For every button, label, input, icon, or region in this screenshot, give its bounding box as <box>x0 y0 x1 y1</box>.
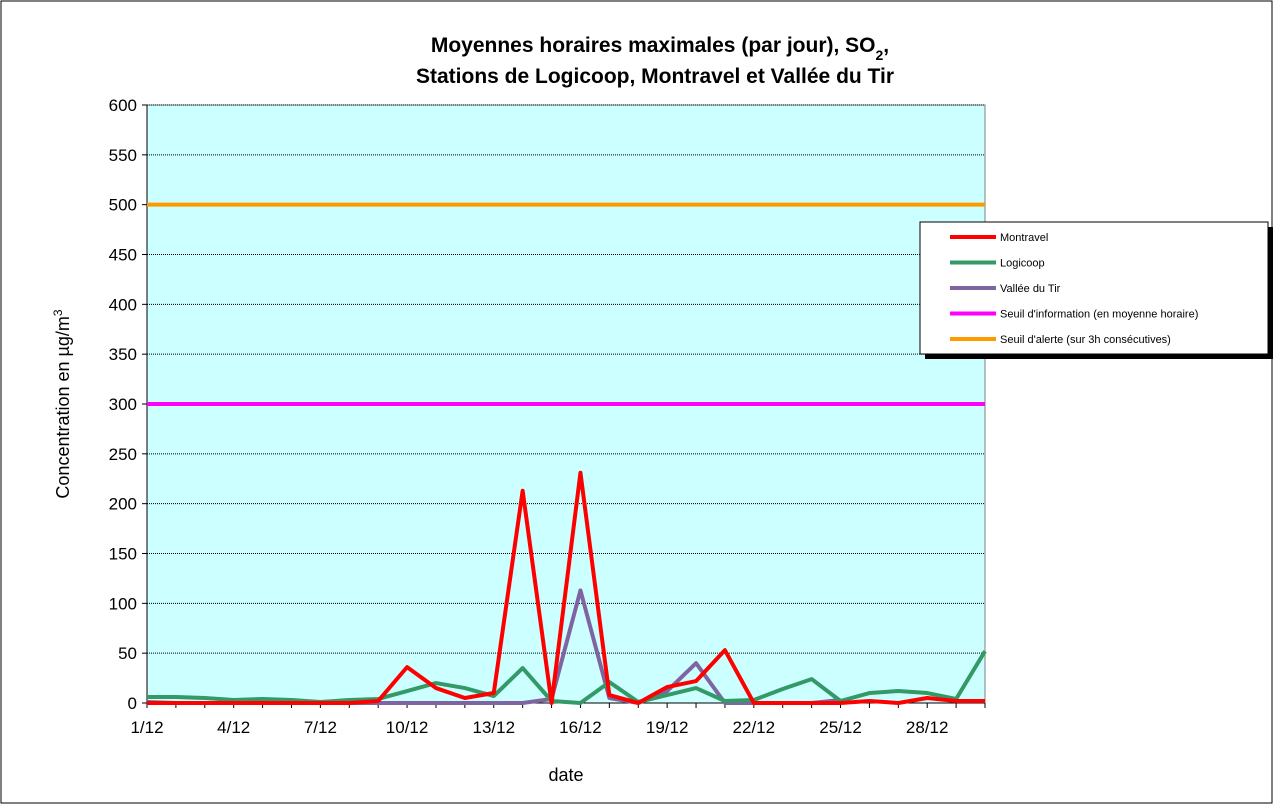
y-tick-label: 400 <box>109 295 137 314</box>
legend-label: Montravel <box>1000 232 1048 244</box>
y-label-superscript: 3 <box>51 309 65 316</box>
y-tick-label: 300 <box>109 395 137 414</box>
x-axis-label: date <box>548 765 583 785</box>
y-tick-label: 200 <box>109 495 137 514</box>
title-text: Moyennes horaires maximales (par jour), … <box>431 34 876 57</box>
y-tick-label: 550 <box>109 146 137 165</box>
x-tick-label: 7/12 <box>304 718 337 737</box>
y-tick-label: 450 <box>109 246 137 265</box>
y-tick-label: 50 <box>118 644 137 663</box>
title-subscript: 2 <box>876 47 884 63</box>
legend-label: Seuil d'information (en moyenne horaire) <box>1000 309 1198 321</box>
title-text: , <box>883 34 889 57</box>
y-tick-label: 500 <box>109 196 137 215</box>
x-tick-label: 25/12 <box>819 718 862 737</box>
legend-label: Seuil d'alerte (sur 3h consécutives) <box>1000 334 1171 346</box>
legend-label: Vallée du Tir <box>1000 283 1061 295</box>
series-line <box>147 470 985 705</box>
y-tick-label: 600 <box>109 96 137 115</box>
legend: Montravel Logicoop Vallée du Tir Seuil d'in… <box>919 221 1273 359</box>
y-tick-label: 250 <box>109 445 137 464</box>
x-tick-label: 28/12 <box>906 718 949 737</box>
chart-title: Moyennes horaires maximales (par jour), … <box>431 34 889 63</box>
x-tick-label: 22/12 <box>733 718 776 737</box>
legend-label: Logicoop <box>1000 258 1045 270</box>
series-line <box>147 650 987 705</box>
x-tick-label: 16/12 <box>559 718 602 737</box>
x-tick-label: 13/12 <box>472 718 515 737</box>
x-tick-label: 19/12 <box>646 718 689 737</box>
y-tick-label: 150 <box>109 545 137 564</box>
y-tick-label: 350 <box>109 345 137 364</box>
y-tick-label: 100 <box>109 594 137 613</box>
y-label-text: Concentration en µg/m <box>53 316 73 498</box>
x-tick-label: 1/12 <box>130 718 163 737</box>
x-tick-label: 10/12 <box>386 718 429 737</box>
chart-title: Stations de Logicoop, Montravel et Vallé… <box>416 65 894 88</box>
x-tick-label: 4/12 <box>217 718 250 737</box>
y-tick-label: 0 <box>128 694 137 713</box>
y-axis-label: Concentration en µg/m3 <box>51 309 73 498</box>
